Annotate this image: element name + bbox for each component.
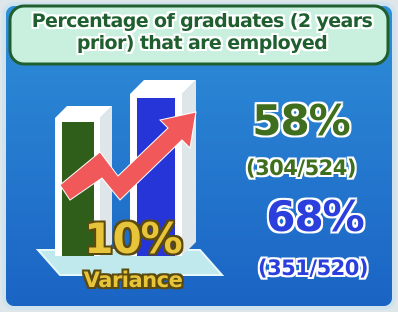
stat-detail: (304/524): [226, 156, 376, 180]
stat-value: 68%: [250, 192, 380, 241]
stat-detail: (351/520): [238, 256, 388, 280]
variance-value: 10%: [68, 214, 198, 263]
stat-value: 58%: [236, 96, 366, 145]
title: Percentage of graduates (2 years prior) …: [16, 10, 388, 54]
infographic-card: Percentage of graduates (2 years prior) …: [0, 0, 398, 312]
variance-label: Variance: [58, 268, 208, 292]
